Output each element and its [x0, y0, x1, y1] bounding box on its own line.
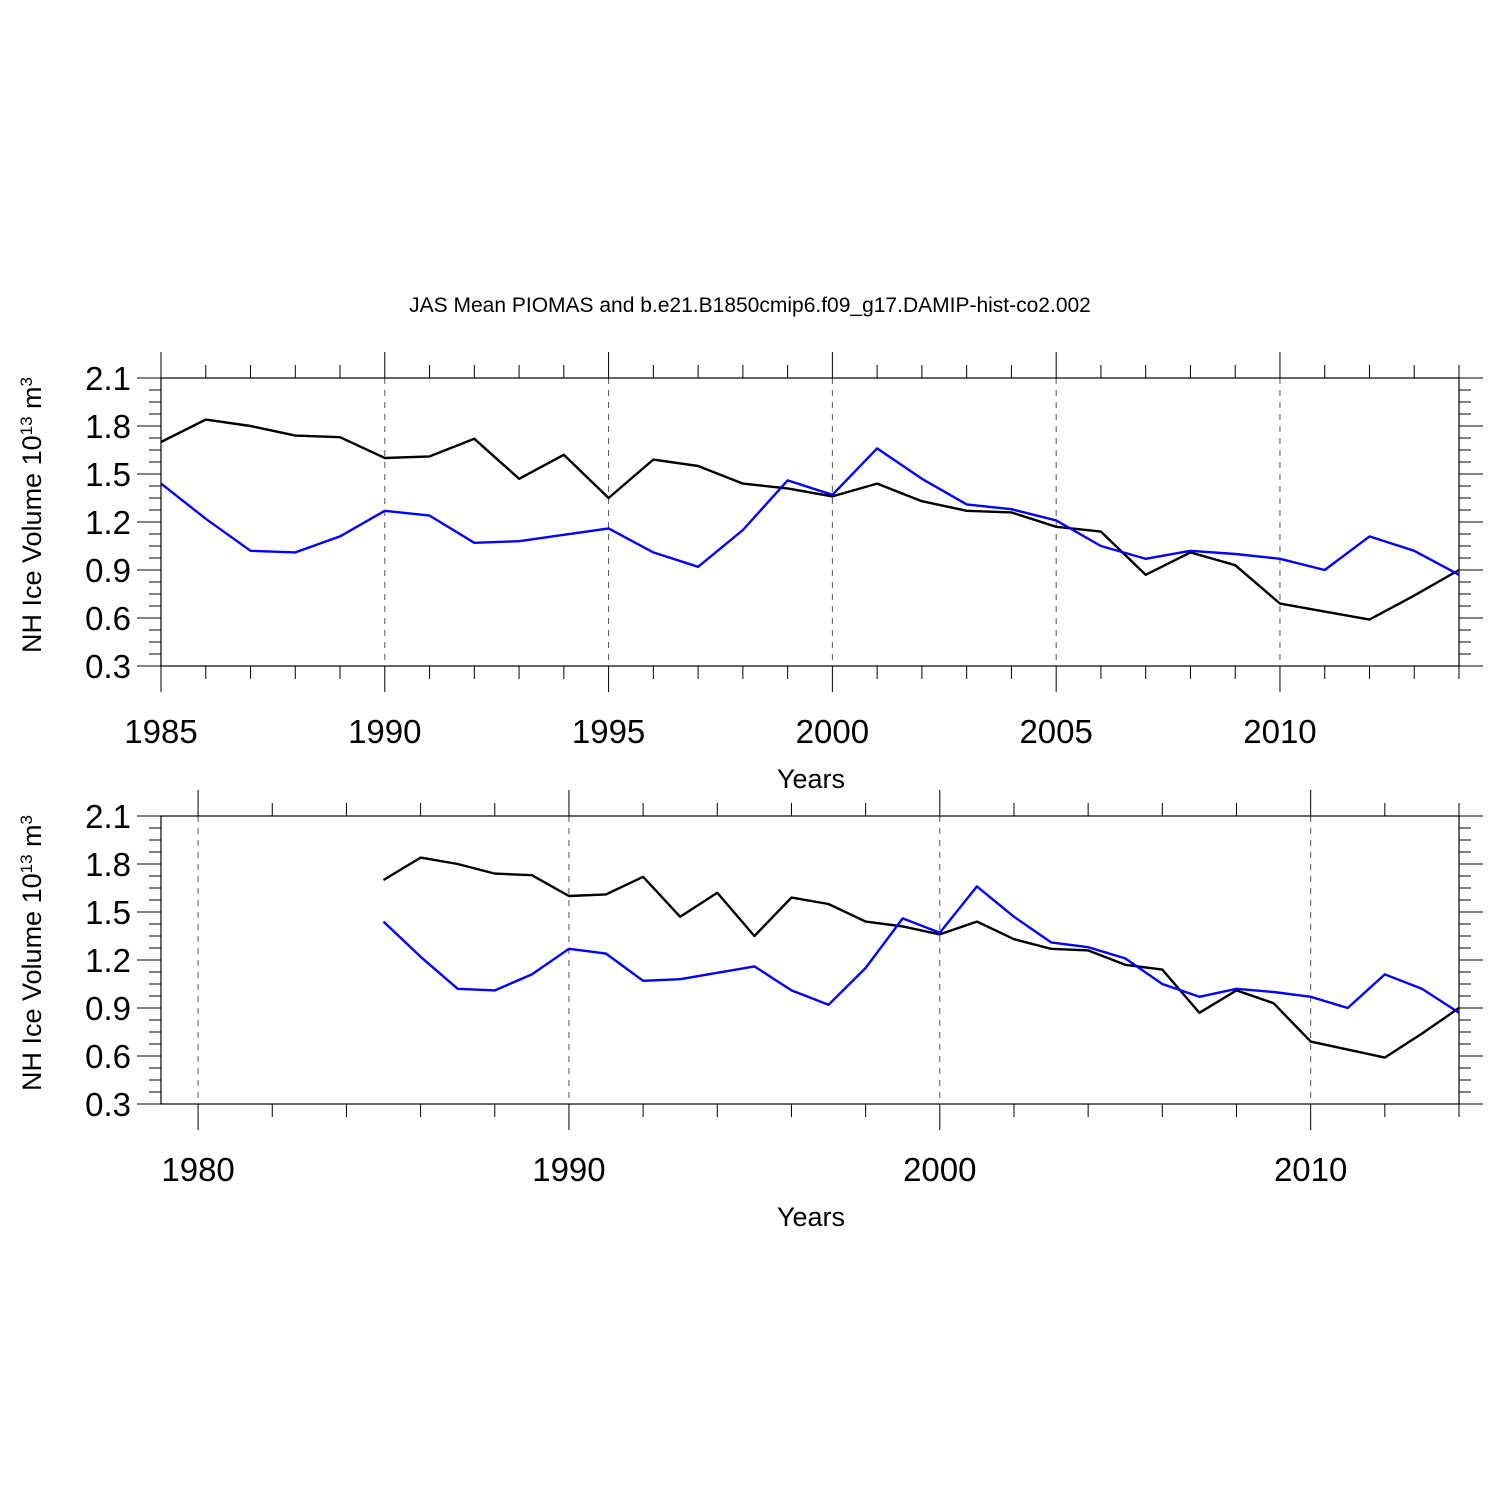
y-tick-label: 0.6 [85, 1038, 131, 1075]
y-tick-label: 1.5 [85, 456, 131, 493]
y-tick-label: 0.9 [85, 990, 131, 1027]
y-axis-title-superscript: 3 [17, 377, 36, 386]
x-tick-label: 1990 [532, 1151, 605, 1188]
series-line-model [160, 447, 1460, 576]
y-axis-title-superscript: 13 [17, 416, 36, 435]
y-tick-label: 0.3 [85, 1086, 131, 1123]
panel-bottom: 0.3 0.6 0.9 1.2 1.5 1.8 2.1 1980 1990 2000 2010 Yea… [17, 790, 1483, 1232]
y-tick-label: 0.3 [85, 648, 131, 685]
y-axis-title-superscript: 13 [17, 854, 36, 873]
y-tick-label: 1.2 [85, 942, 131, 979]
x-axis-title: Years [777, 1202, 845, 1232]
series-line-piomas [160, 418, 1460, 621]
y-tick-label: 1.8 [85, 846, 131, 883]
y-axis-title-part: NH Ice Volume 10 [17, 435, 47, 653]
y-tick-label: 2.1 [85, 798, 131, 835]
x-tick-label: 1985 [124, 713, 197, 750]
x-tick-label: 2000 [903, 1151, 976, 1188]
series-line-piomas [382, 856, 1460, 1059]
y-tick-label: 0.6 [85, 600, 131, 637]
x-axis-title: Years [777, 764, 845, 794]
y-tick-label: 0.9 [85, 552, 131, 589]
y-axis-title: NH Ice Volume 1013 m3 [17, 815, 48, 1091]
y-tick-label: 1.2 [85, 504, 131, 541]
y-axis-title-part: m [17, 824, 47, 854]
x-tick-label: 1995 [572, 713, 645, 750]
x-tick-label: 2010 [1243, 713, 1316, 750]
plot-frame [160, 377, 1460, 667]
series-line-model [382, 885, 1460, 1014]
x-tick-label: 2000 [796, 713, 869, 750]
y-tick-label: 1.5 [85, 894, 131, 931]
y-axis-title-superscript: 3 [17, 815, 36, 824]
y-tick-label: 1.8 [85, 408, 131, 445]
x-tick-label: 1980 [161, 1151, 234, 1188]
y-axis-title: NH Ice Volume 1013 m3 [17, 377, 48, 653]
x-tick-label: 2005 [1019, 713, 1092, 750]
chart-title: JAS Mean PIOMAS and b.e21.B1850cmip6.f09… [409, 294, 1091, 317]
plot-frame [160, 815, 1460, 1105]
y-axis-title-part: NH Ice Volume 10 [17, 873, 47, 1091]
x-tick-label: 2010 [1274, 1151, 1347, 1188]
y-tick-label: 2.1 [85, 360, 131, 397]
panel-top: 0.3 0.6 0.9 1.2 1.5 1.8 2.1 1985 1990 1995 2000 200… [17, 352, 1483, 794]
x-tick-label: 1990 [348, 713, 421, 750]
y-axis-title-part: m [17, 386, 47, 416]
